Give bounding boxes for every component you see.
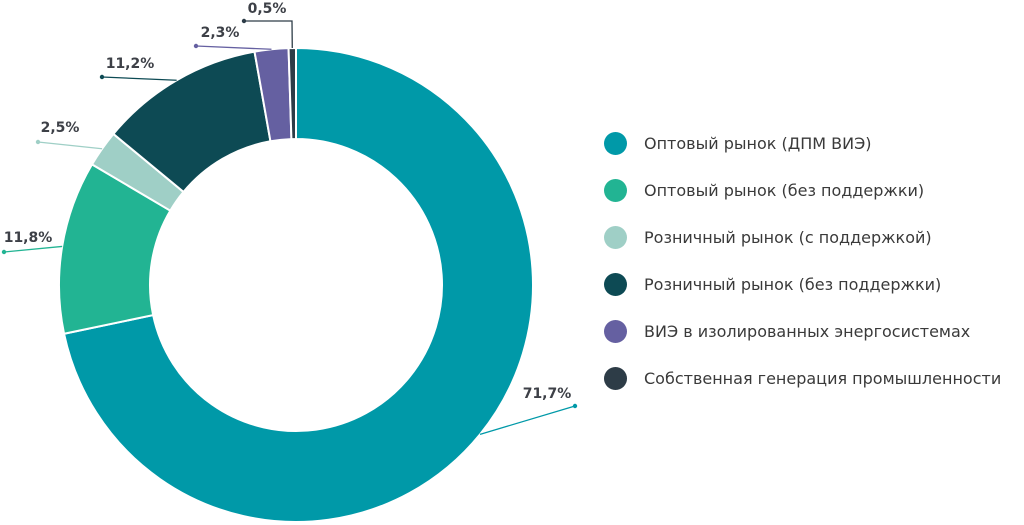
legend-swatch: [604, 367, 627, 390]
value-label: 71,7%: [523, 386, 572, 402]
leader-line: [244, 20, 293, 49]
leader-line: [195, 45, 272, 50]
legend-swatch: [604, 132, 627, 155]
leader-line: [37, 141, 103, 150]
leader-lines: [1, 18, 578, 435]
legend-item: Оптовый рынок (ДПМ ВИЭ): [604, 120, 1019, 167]
leader-dot: [241, 18, 247, 24]
value-label: 0,5%: [248, 1, 287, 17]
legend-label: Розничный рынок (с поддержкой): [644, 228, 932, 247]
legend-item: Собственная генерация промышленности: [604, 355, 1019, 402]
legend-label: Оптовый рынок (без поддержки): [644, 181, 925, 200]
legend-swatch: [604, 226, 627, 249]
value-labels: 71,7% 11,8% 2,5% 11,2% 2,3% 0,5%: [4, 1, 572, 402]
legend-swatch: [604, 179, 627, 202]
value-label: 2,3%: [201, 25, 240, 41]
legend: Оптовый рынок (ДПМ ВИЭ) Оптовый рынок (б…: [604, 120, 1019, 402]
legend-label: ВИЭ в изолированных энергосистемах: [644, 322, 971, 341]
legend-label: Розничный рынок (без поддержки): [644, 275, 942, 294]
donut-slice: [62, 46, 534, 523]
leader-dot: [193, 43, 199, 49]
legend-label: Собственная генерация промышленности: [644, 369, 1002, 388]
value-label: 11,8%: [4, 230, 53, 246]
leader-line: [3, 245, 63, 253]
leader-line: [479, 405, 576, 435]
legend-swatch: [604, 273, 627, 296]
legend-item: Оптовый рынок (без поддержки): [604, 167, 1019, 214]
legend-swatch: [604, 320, 627, 343]
value-label: 2,5%: [41, 120, 80, 136]
legend-item: Розничный рынок (без поддержки): [604, 261, 1019, 308]
legend-item: ВИЭ в изолированных энергосистемах: [604, 308, 1019, 355]
legend-label: Оптовый рынок (ДПМ ВИЭ): [644, 134, 872, 153]
donut-slices: [58, 46, 534, 523]
leader-dot: [1, 249, 7, 255]
leader-dot: [99, 74, 105, 80]
value-label: 11,2%: [106, 56, 155, 72]
leader-line: [101, 76, 177, 81]
donut-slice: [287, 46, 297, 141]
legend-item: Розничный рынок (с поддержкой): [604, 214, 1019, 261]
leader-dot: [35, 139, 41, 145]
leader-dot: [572, 403, 578, 409]
